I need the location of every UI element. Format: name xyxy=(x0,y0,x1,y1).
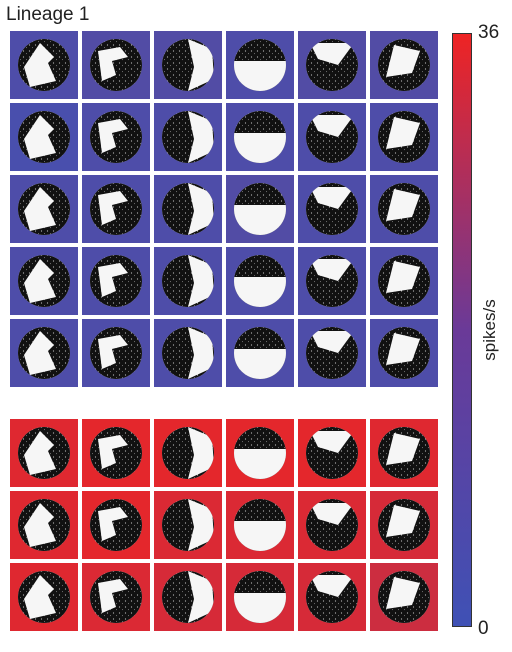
stimulus-tile xyxy=(82,319,150,387)
colorbar-min-label: 0 xyxy=(478,618,489,639)
stimulus-tile xyxy=(226,563,294,631)
stimulus-tile xyxy=(154,31,222,99)
stimulus-tile xyxy=(10,175,78,243)
stimulus-tile xyxy=(10,247,78,315)
stimulus-tile xyxy=(370,319,438,387)
stimulus-tile xyxy=(82,563,150,631)
stimulus-tile xyxy=(154,491,222,559)
stimulus-tile xyxy=(370,419,438,487)
colorbar-max-label: 36 xyxy=(478,22,500,43)
stimulus-tile xyxy=(298,103,366,171)
stimulus-tile xyxy=(226,491,294,559)
stimulus-tile xyxy=(370,31,438,99)
stimulus-tile xyxy=(370,491,438,559)
stimulus-tile xyxy=(10,491,78,559)
stimulus-grid-low-response xyxy=(10,31,438,387)
stimulus-tile xyxy=(154,103,222,171)
stimulus-tile xyxy=(82,247,150,315)
stimulus-tile xyxy=(154,563,222,631)
stimulus-tile xyxy=(154,319,222,387)
stimulus-tile xyxy=(154,247,222,315)
stimulus-tile xyxy=(226,103,294,171)
stimulus-tile xyxy=(82,175,150,243)
colorbar xyxy=(452,33,472,627)
stimulus-tile xyxy=(298,31,366,99)
stimulus-tile xyxy=(226,175,294,243)
stimulus-tile xyxy=(298,491,366,559)
stimulus-tile xyxy=(10,103,78,171)
stimulus-tile xyxy=(82,419,150,487)
stimulus-tile xyxy=(370,175,438,243)
stimulus-tile xyxy=(226,319,294,387)
stimulus-grid-high-response xyxy=(10,419,438,631)
stimulus-tile xyxy=(82,103,150,171)
stimulus-tile xyxy=(226,247,294,315)
stimulus-tile xyxy=(10,563,78,631)
stimulus-tile xyxy=(10,419,78,487)
stimulus-tile xyxy=(226,31,294,99)
stimulus-tile xyxy=(298,419,366,487)
stimulus-tile xyxy=(298,247,366,315)
stimulus-tile xyxy=(154,175,222,243)
stimulus-tile xyxy=(226,419,294,487)
stimulus-tile xyxy=(298,563,366,631)
stimulus-tile xyxy=(370,247,438,315)
stimulus-tile xyxy=(154,419,222,487)
colorbar-title: spikes/s xyxy=(480,299,499,361)
stimulus-tile xyxy=(370,563,438,631)
stimulus-tile xyxy=(82,31,150,99)
stimulus-tile xyxy=(82,491,150,559)
stimulus-tile xyxy=(298,319,366,387)
stimulus-tile xyxy=(370,103,438,171)
stimulus-tile xyxy=(298,175,366,243)
stimulus-tile xyxy=(10,319,78,387)
stimulus-tile xyxy=(10,31,78,99)
figure-title: Lineage 1 xyxy=(6,4,90,25)
